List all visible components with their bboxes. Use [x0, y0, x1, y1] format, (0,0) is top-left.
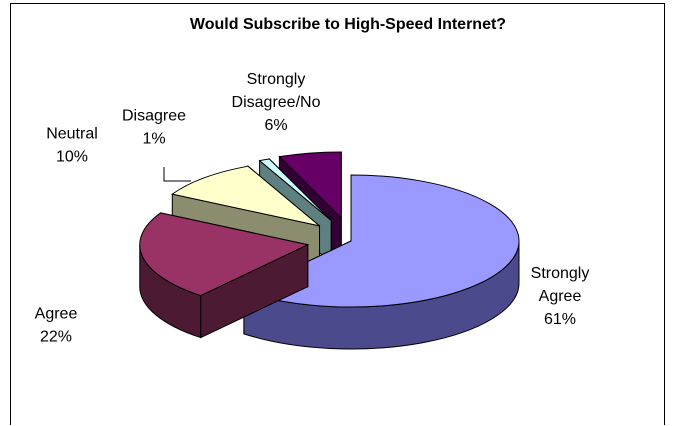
slice-top: [258, 158, 332, 221]
slice-percent: 22%: [40, 329, 72, 346]
slice-label-strongly-disagree-no: Strongly Disagree/No 6%: [232, 71, 321, 134]
slice-top: [139, 212, 310, 297]
slice-percent: 61%: [544, 311, 576, 328]
slice-label-agree: Agree 22%: [35, 306, 78, 346]
slice-name: Strongly: [531, 265, 590, 282]
slice-top: [278, 151, 342, 220]
chart-frame: Would Subscribe to High-Speed Internet? …: [10, 3, 665, 425]
slice-label-strongly-agree: Strongly Agree 61%: [531, 265, 590, 328]
slice-percent: 1%: [142, 131, 165, 148]
slice-name: Agree: [539, 288, 582, 305]
slice-percent: 10%: [56, 149, 88, 166]
slice-name: Neutral: [46, 126, 98, 143]
pie-chart: Would Subscribe to High-Speed Internet? …: [35, 16, 590, 350]
slice-name: Strongly: [247, 71, 306, 88]
slice-name: Disagree/No: [232, 94, 321, 111]
slice-percent: 6%: [264, 117, 287, 134]
leader-line: [163, 167, 191, 182]
slice-name: Agree: [35, 306, 78, 323]
slice-label-neutral: Neutral 10%: [46, 126, 98, 166]
slice-label-disagree: Disagree 1%: [122, 108, 186, 148]
slice-top: [171, 165, 320, 227]
slice-name: Disagree: [122, 108, 186, 125]
slice-top: [242, 174, 520, 308]
chart-title: Would Subscribe to High-Speed Internet?: [190, 16, 506, 33]
pie-slice-agree: [139, 212, 310, 339]
